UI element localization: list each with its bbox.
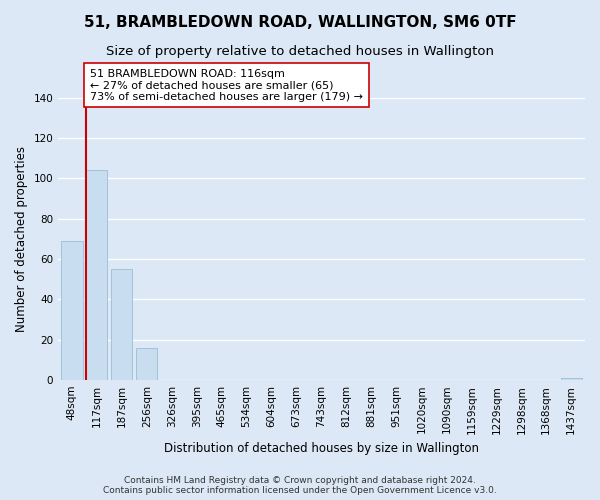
Bar: [560, 378, 582, 380]
Bar: [111, 269, 133, 380]
Bar: [86, 170, 107, 380]
Bar: [61, 241, 83, 380]
Text: 51, BRAMBLEDOWN ROAD, WALLINGTON, SM6 0TF: 51, BRAMBLEDOWN ROAD, WALLINGTON, SM6 0T…: [83, 15, 517, 30]
X-axis label: Distribution of detached houses by size in Wallington: Distribution of detached houses by size …: [164, 442, 479, 455]
Text: Size of property relative to detached houses in Wallington: Size of property relative to detached ho…: [106, 45, 494, 58]
Text: Contains HM Land Registry data © Crown copyright and database right 2024.
Contai: Contains HM Land Registry data © Crown c…: [103, 476, 497, 495]
Y-axis label: Number of detached properties: Number of detached properties: [15, 146, 28, 332]
Bar: [136, 348, 157, 380]
Text: 51 BRAMBLEDOWN ROAD: 116sqm
← 27% of detached houses are smaller (65)
73% of sem: 51 BRAMBLEDOWN ROAD: 116sqm ← 27% of det…: [90, 68, 363, 102]
